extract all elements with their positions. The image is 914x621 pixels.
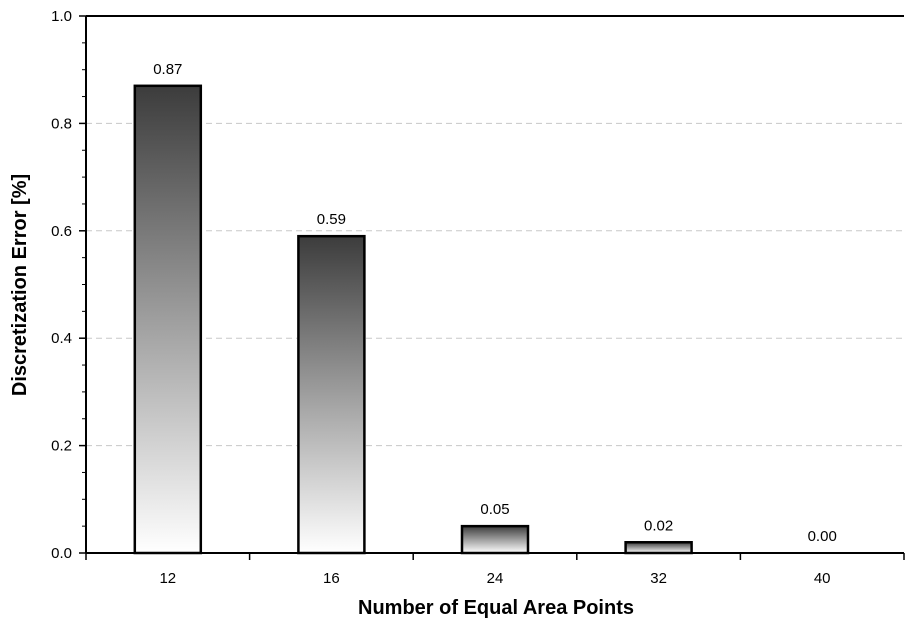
- y-tick-label: 0.4: [51, 330, 72, 347]
- bar-12: [133, 84, 203, 555]
- bar-24: [460, 524, 530, 555]
- data-label-32: 0.02: [644, 517, 673, 534]
- y-tick-label: 1.0: [51, 8, 72, 25]
- x-tick-label-16: 16: [323, 570, 340, 587]
- bar-32: [624, 541, 693, 555]
- x-tick-label-12: 12: [159, 570, 176, 587]
- x-axis-title: Number of Equal Area Points: [358, 597, 634, 619]
- axes: 0.0 0.2 0.4 0.6 0.8 1.0 12 16 24 32 40: [51, 8, 905, 587]
- bar-16: [297, 234, 366, 555]
- y-axis-title: Discretization Error [%]: [9, 174, 31, 396]
- y-tick-label: 0.2: [51, 438, 72, 455]
- y-tick-label: 0.0: [51, 545, 72, 562]
- data-label-24: 0.05: [480, 501, 509, 518]
- x-tick-label-24: 24: [487, 570, 504, 587]
- y-tick-label: 0.6: [51, 223, 72, 240]
- x-tick-label-40: 40: [814, 570, 831, 587]
- x-tick-label-32: 32: [650, 570, 667, 587]
- y-tick-label: 0.8: [51, 115, 72, 132]
- grid-lines: [86, 122, 904, 447]
- bars: 0.87 0.59 0.05 0.02 0.00: [133, 61, 837, 555]
- data-label-40: 0.00: [808, 528, 837, 545]
- data-label-16: 0.59: [317, 211, 346, 228]
- data-label-12: 0.87: [153, 61, 182, 78]
